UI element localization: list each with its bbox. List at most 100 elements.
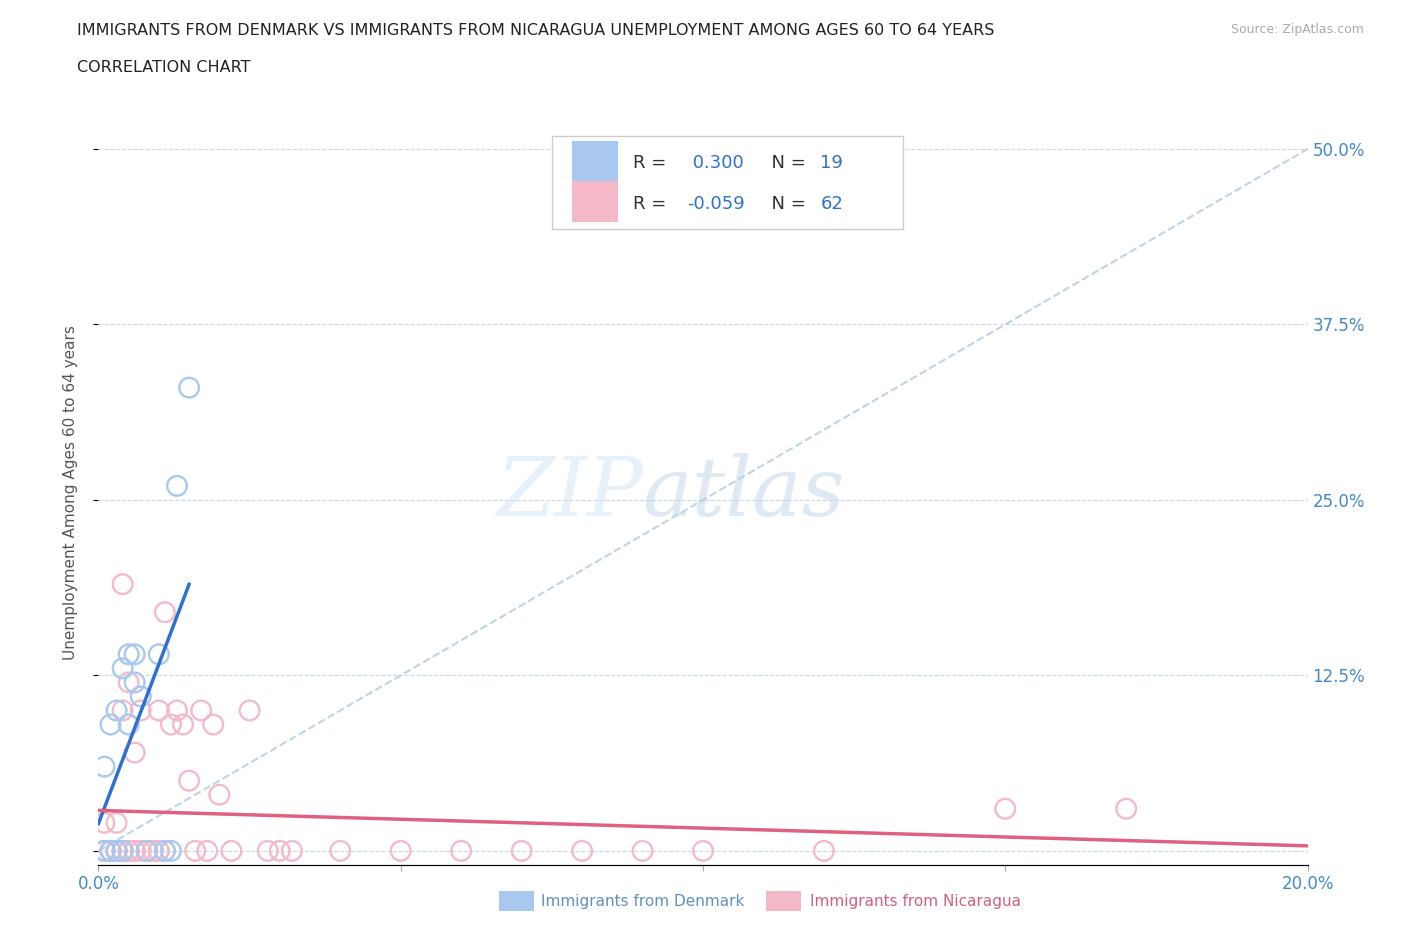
Text: N =: N =	[759, 154, 811, 172]
Point	[118, 647, 141, 662]
Point	[111, 577, 134, 591]
Point	[148, 647, 170, 662]
Point	[153, 844, 176, 858]
Point	[100, 844, 122, 858]
FancyBboxPatch shape	[572, 141, 619, 182]
Text: R =: R =	[633, 194, 672, 213]
Point	[111, 703, 134, 718]
Point	[148, 844, 170, 858]
Point	[1115, 802, 1137, 817]
Text: IMMIGRANTS FROM DENMARK VS IMMIGRANTS FROM NICARAGUA UNEMPLOYMENT AMONG AGES 60 : IMMIGRANTS FROM DENMARK VS IMMIGRANTS FR…	[77, 23, 994, 38]
Text: 62: 62	[820, 194, 844, 213]
Point	[124, 844, 146, 858]
Point	[105, 844, 128, 858]
Point	[124, 675, 146, 690]
Point	[100, 844, 122, 858]
Text: 19: 19	[820, 154, 844, 172]
Point	[124, 844, 146, 858]
Point	[510, 844, 533, 858]
FancyBboxPatch shape	[551, 136, 903, 229]
Point	[142, 844, 165, 858]
Point	[510, 844, 533, 858]
Point	[166, 703, 188, 718]
Point	[129, 703, 152, 718]
Point	[93, 844, 115, 858]
Point	[93, 844, 115, 858]
Point	[389, 844, 412, 858]
Point	[195, 844, 218, 858]
Point	[118, 717, 141, 732]
Point	[160, 717, 183, 732]
Point	[239, 703, 262, 718]
Point	[118, 844, 141, 858]
Text: CORRELATION CHART: CORRELATION CHART	[77, 60, 250, 75]
Point	[111, 661, 134, 676]
Point	[100, 844, 122, 858]
Point	[93, 759, 115, 774]
Point	[256, 844, 278, 858]
Point	[269, 844, 291, 858]
Point	[208, 788, 231, 803]
Point	[256, 844, 278, 858]
Point	[129, 703, 152, 718]
Point	[118, 647, 141, 662]
Point	[994, 802, 1017, 817]
Point	[124, 745, 146, 760]
Point	[179, 380, 201, 395]
Point	[100, 717, 122, 732]
Point	[93, 844, 115, 858]
Point	[148, 703, 170, 718]
Point	[105, 844, 128, 858]
Point	[105, 844, 128, 858]
Point	[1115, 802, 1137, 817]
Point	[129, 689, 152, 704]
Point	[100, 717, 122, 732]
Point	[124, 745, 146, 760]
Point	[135, 844, 157, 858]
Text: atlas: atlas	[643, 453, 845, 533]
Point	[184, 844, 207, 858]
Point	[142, 844, 165, 858]
Point	[118, 844, 141, 858]
Point	[118, 844, 141, 858]
Point	[124, 675, 146, 690]
Point	[148, 844, 170, 858]
Text: -0.059: -0.059	[688, 194, 745, 213]
Point	[124, 647, 146, 662]
Point	[153, 844, 176, 858]
Point	[450, 844, 472, 858]
Point	[221, 844, 243, 858]
Point	[190, 703, 212, 718]
Text: R =: R =	[633, 154, 672, 172]
Point	[221, 844, 243, 858]
Point	[100, 844, 122, 858]
Point	[124, 844, 146, 858]
Point	[692, 844, 714, 858]
Point	[166, 478, 188, 493]
Point	[148, 844, 170, 858]
Point	[179, 773, 201, 788]
Point	[111, 844, 134, 858]
Point	[105, 844, 128, 858]
Point	[281, 844, 304, 858]
Point	[195, 844, 218, 858]
Point	[153, 604, 176, 619]
Point	[166, 703, 188, 718]
Point	[179, 380, 201, 395]
Point	[100, 844, 122, 858]
Point	[281, 844, 304, 858]
Y-axis label: Unemployment Among Ages 60 to 64 years: Unemployment Among Ages 60 to 64 years	[63, 326, 77, 660]
Point	[135, 844, 157, 858]
Point	[105, 844, 128, 858]
Point	[93, 759, 115, 774]
Point	[571, 844, 593, 858]
Point	[692, 844, 714, 858]
Point	[118, 675, 141, 690]
Point	[208, 788, 231, 803]
Text: Source: ZipAtlas.com: Source: ZipAtlas.com	[1230, 23, 1364, 36]
Point	[111, 844, 134, 858]
Point	[111, 844, 134, 858]
Point	[813, 844, 835, 858]
Text: 0.300: 0.300	[688, 154, 744, 172]
Point	[105, 844, 128, 858]
